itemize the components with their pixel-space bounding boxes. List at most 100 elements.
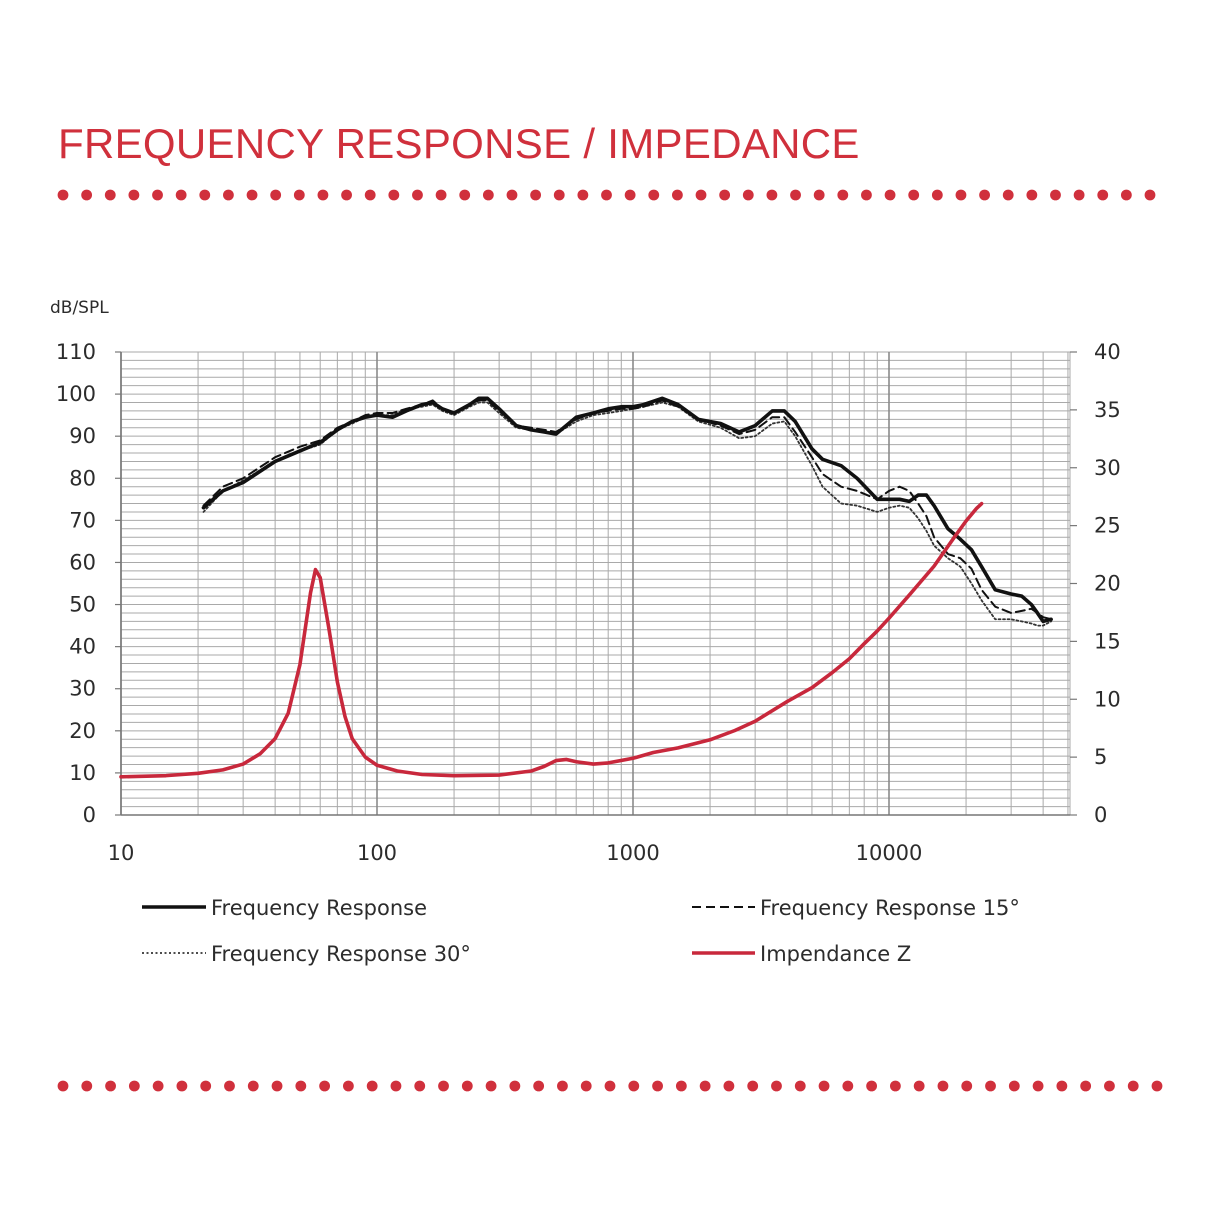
divider-dot bbox=[342, 1080, 354, 1092]
divider-dot bbox=[1144, 189, 1156, 201]
dotted-divider-bottom bbox=[57, 1080, 1163, 1092]
y-axis-left: 0 10 20 30 40 50 60 70 80 90 100 110 bbox=[56, 340, 121, 827]
divider-dot bbox=[317, 189, 329, 201]
divider-dot bbox=[1056, 1080, 1068, 1092]
x-axis: 10 100 1000 10000 bbox=[108, 841, 923, 865]
y-tick-label: 60 bbox=[69, 550, 96, 574]
divider-dot bbox=[152, 189, 163, 201]
legend-label-2: Frequency Response 30° bbox=[211, 942, 471, 966]
divider-dot bbox=[937, 1080, 949, 1092]
plot-area bbox=[121, 352, 1070, 815]
divider-dot bbox=[319, 1080, 331, 1092]
divider-dot bbox=[506, 189, 518, 201]
series-layer bbox=[119, 396, 1053, 779]
divider-dot bbox=[1026, 189, 1038, 201]
y-tick-label: 90 bbox=[69, 424, 96, 448]
divider-dot bbox=[861, 189, 872, 201]
divider-dot bbox=[461, 1080, 473, 1092]
divider-dot bbox=[1002, 189, 1014, 201]
divider-dot bbox=[652, 1080, 663, 1092]
x-tick-label: 10 bbox=[108, 841, 135, 865]
divider-dot bbox=[364, 189, 376, 201]
series-line-1 bbox=[202, 399, 1053, 621]
y-tick-label: 80 bbox=[69, 466, 96, 490]
y2-tick-label: 10 bbox=[1094, 687, 1121, 711]
y2-tick-label: 0 bbox=[1094, 803, 1107, 827]
divider-dot bbox=[699, 1080, 711, 1092]
divider-dot bbox=[1008, 1080, 1020, 1092]
divider-dot bbox=[979, 189, 990, 201]
divider-dot bbox=[913, 1080, 925, 1092]
divider-dot bbox=[1104, 1080, 1115, 1092]
divider-dot bbox=[648, 189, 660, 201]
y-tick-label: 40 bbox=[69, 635, 96, 659]
divider-dot bbox=[837, 189, 849, 201]
divider-dot bbox=[104, 189, 116, 201]
divider-dot bbox=[199, 189, 211, 201]
series-line-3 bbox=[119, 501, 984, 779]
divider-dot bbox=[1097, 189, 1109, 201]
y2-tick-label: 15 bbox=[1094, 629, 1121, 653]
divider-dot bbox=[412, 189, 423, 201]
divider-dot bbox=[533, 1080, 545, 1092]
divider-dot bbox=[1032, 1080, 1044, 1092]
y-tick-label: 100 bbox=[56, 382, 96, 406]
divider-dot bbox=[175, 189, 187, 201]
y-tick-label: 20 bbox=[69, 719, 96, 743]
divider-dot bbox=[794, 1080, 806, 1092]
y2-tick-label: 25 bbox=[1094, 514, 1121, 538]
divider-dot bbox=[723, 1080, 735, 1092]
divider-dot bbox=[889, 1080, 901, 1092]
divider-dot bbox=[818, 1080, 830, 1092]
divider-dot bbox=[961, 1080, 973, 1092]
divider-dot bbox=[604, 1080, 616, 1092]
divider-dot bbox=[766, 189, 778, 201]
series-line-2 bbox=[202, 401, 1053, 627]
divider-dot bbox=[771, 1080, 782, 1092]
y-axis-right: 0 5 10 15 20 25 30 35 40 bbox=[1070, 340, 1121, 827]
divider-dot bbox=[955, 189, 967, 201]
divider-dot bbox=[271, 1080, 283, 1092]
divider-dot bbox=[557, 1080, 568, 1092]
divider-dot bbox=[580, 1080, 592, 1092]
divider-dot bbox=[695, 189, 707, 201]
divider-dot bbox=[719, 189, 731, 201]
divider-dot bbox=[866, 1080, 878, 1092]
divider-dot bbox=[459, 189, 471, 201]
divider-dot bbox=[1050, 189, 1061, 201]
series-line-0 bbox=[201, 396, 1053, 624]
y2-tick-label: 30 bbox=[1094, 456, 1121, 480]
divider-dot bbox=[742, 189, 754, 201]
divider-dot bbox=[224, 1080, 235, 1092]
divider-dot bbox=[366, 1080, 378, 1092]
divider-dot bbox=[293, 189, 305, 201]
divider-dot bbox=[81, 189, 93, 201]
x-tick-label: 1000 bbox=[606, 841, 659, 865]
y-tick-label: 10 bbox=[69, 761, 96, 785]
divider-dot bbox=[200, 1080, 212, 1092]
divider-dot bbox=[675, 1080, 687, 1092]
page-title: FREQUENCY RESPONSE / IMPEDANCE bbox=[58, 120, 860, 167]
y2-tick-label: 20 bbox=[1094, 572, 1121, 596]
y2-tick-label: 5 bbox=[1094, 745, 1107, 769]
x-tick-label: 100 bbox=[357, 841, 397, 865]
divider-dot bbox=[223, 189, 234, 201]
divider-dot bbox=[246, 189, 258, 201]
divider-dot bbox=[128, 189, 140, 201]
divider-dot bbox=[671, 189, 683, 201]
divider-dot bbox=[553, 189, 565, 201]
divider-dot bbox=[247, 1080, 259, 1092]
y-tick-label: 0 bbox=[83, 803, 96, 827]
divider-dot bbox=[105, 1080, 116, 1092]
divider-dot bbox=[176, 1080, 188, 1092]
y-tick-label: 30 bbox=[69, 677, 96, 701]
y-tick-label: 70 bbox=[69, 508, 96, 532]
divider-dot bbox=[390, 1080, 402, 1092]
divider-dot bbox=[530, 189, 542, 201]
divider-dot bbox=[624, 189, 636, 201]
divider-dot bbox=[438, 1080, 449, 1092]
divider-dot bbox=[414, 1080, 426, 1092]
divider-dot bbox=[628, 1080, 640, 1092]
